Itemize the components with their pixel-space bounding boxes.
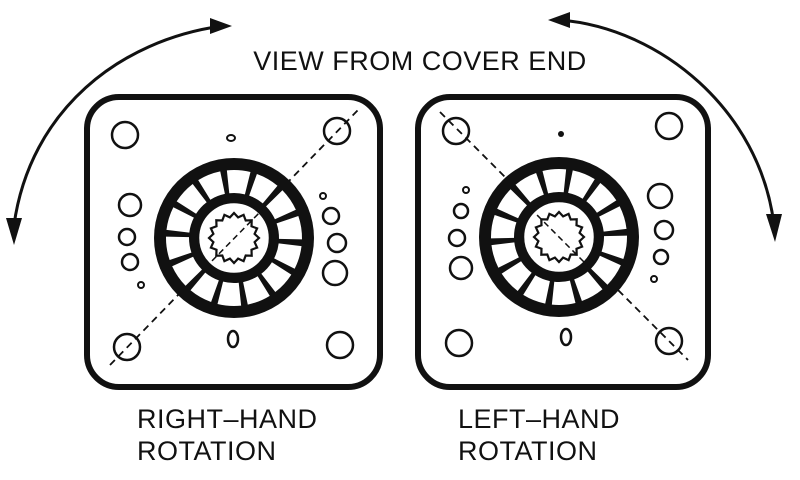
rotor-vane-cell	[261, 262, 292, 293]
port-hole	[117, 227, 137, 247]
port-hole	[452, 202, 470, 220]
top-pin	[558, 131, 564, 137]
port-hole	[646, 182, 674, 210]
bolt-hole	[110, 120, 140, 150]
rotor-vane-cell	[542, 169, 567, 194]
cover-plate-right-hand: RIGHT–HAND ROTATION	[84, 94, 383, 466]
rotor-vane-cell	[172, 256, 202, 286]
rotor-vane-cell	[491, 214, 517, 239]
rotor-vane-cell	[491, 242, 519, 268]
rotor-vane-cell	[574, 271, 603, 302]
port-hole	[650, 275, 658, 283]
port-hole	[117, 192, 143, 218]
rotor-vane-cell	[599, 206, 627, 232]
bolt-hole	[654, 111, 684, 141]
rotor-vane-cell	[601, 235, 627, 260]
rotor-vane-cell	[190, 272, 219, 303]
port-hole	[137, 281, 145, 289]
rotor-vane-cell	[551, 280, 576, 305]
port-hole	[462, 186, 470, 194]
rotor-vane-cell	[176, 183, 207, 214]
bolt-hole	[441, 116, 471, 146]
rotor-vane-cell	[568, 170, 595, 199]
plate-label-line1: LEFT–HAND	[458, 404, 620, 434]
rotor-vane-cell	[276, 215, 302, 240]
diagram-title: VIEW FROM COVER END	[253, 46, 587, 76]
port-hole	[448, 255, 474, 281]
port-hole	[653, 219, 675, 241]
rotor-vane-cell	[515, 172, 544, 203]
rotor-vane-cell	[591, 255, 621, 285]
port-hole	[120, 252, 140, 272]
bolt-hole	[444, 328, 474, 358]
bottom-slot	[559, 327, 573, 347]
port-hole	[321, 259, 349, 287]
bolt-hole	[325, 330, 355, 360]
rotor-vane-cell	[226, 170, 251, 195]
rotor-vane-cell	[166, 207, 194, 233]
rotor-vane-cell	[523, 275, 550, 304]
rotor-vane-cell	[497, 189, 527, 219]
bottom-slot	[226, 329, 240, 349]
rotor-vane-cell	[217, 281, 242, 306]
cover-plate-left-hand: LEFT–HAND ROTATION	[415, 94, 711, 466]
top-pin	[226, 134, 236, 142]
port-hole	[447, 228, 467, 248]
rotor-vane-cell	[274, 243, 302, 269]
plate-label-line2: ROTATION	[137, 436, 277, 466]
port-hole	[326, 232, 348, 254]
rotation-arrow-left	[6, 18, 232, 245]
rotor-assembly	[479, 157, 639, 317]
port-hole	[652, 248, 670, 266]
rotor-vane-cell	[249, 173, 278, 204]
rotor-vane-cell	[266, 190, 296, 220]
plate-label-line1: RIGHT–HAND	[137, 404, 318, 434]
rotor-assembly	[154, 158, 314, 318]
port-hole	[321, 206, 341, 226]
rotor-vane-cell	[586, 182, 617, 213]
plate-label-line2: ROTATION	[458, 436, 598, 466]
rotation-arrow-right	[548, 12, 782, 242]
diagonal-centerline	[439, 111, 689, 361]
rotor-vane-cell	[166, 236, 192, 261]
rotor-vane-cell	[198, 171, 225, 200]
port-hole	[319, 192, 327, 200]
rotor-vane-cell	[501, 261, 532, 292]
rotor-vane-cell	[243, 276, 270, 305]
